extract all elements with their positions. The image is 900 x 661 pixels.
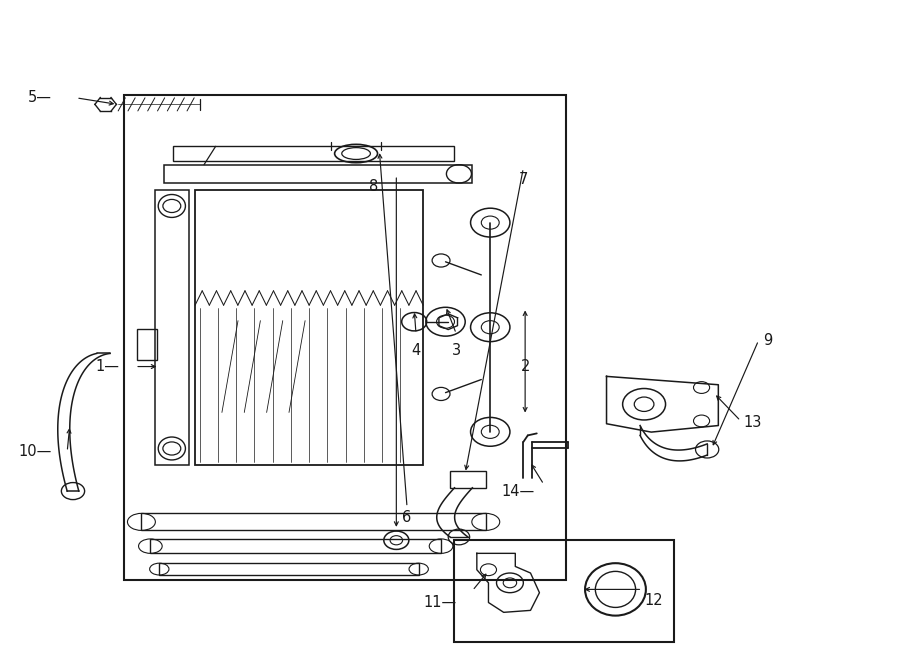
Bar [195,190,423,465]
Text: 11—: 11— [424,595,457,610]
Text: 3: 3 [452,342,461,358]
Bar [155,190,189,465]
Text: 12: 12 [644,593,663,608]
Bar [150,539,441,553]
Bar [123,95,566,580]
Text: 5—: 5— [28,91,52,105]
Text: 14—: 14— [501,484,535,498]
Text: 7: 7 [518,173,528,187]
Text: 8: 8 [369,179,379,194]
Text: 4: 4 [411,342,420,358]
Bar [450,471,486,488]
Bar [159,563,418,575]
Text: 6: 6 [402,510,411,525]
Text: 2: 2 [520,359,530,374]
Bar [454,540,673,642]
Bar [164,165,472,183]
Bar [173,146,454,161]
Bar [141,514,486,530]
Bar [137,329,157,360]
Text: 10—: 10— [19,444,52,459]
Text: 1—: 1— [95,359,119,374]
Text: 13: 13 [743,414,761,430]
Text: 9: 9 [763,333,772,348]
